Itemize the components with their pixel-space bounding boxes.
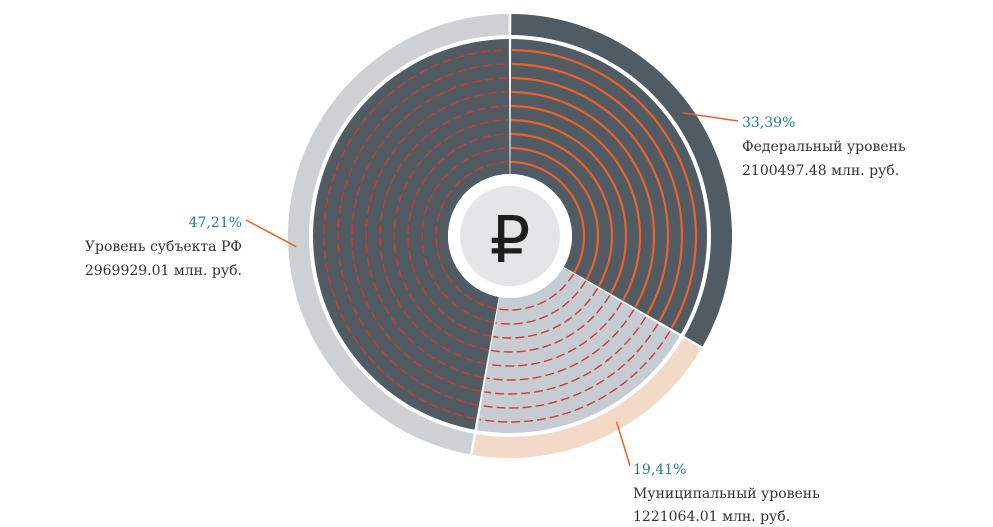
slice-stripe [511, 132, 614, 287]
federal-percent-label: 33,39% [742, 115, 795, 131]
municipal-value-label: 1221064.01 млн. руб. [633, 509, 790, 525]
slice-stripe [481, 323, 659, 409]
slice-stripe [511, 90, 656, 308]
leader-line-regional [245, 219, 297, 248]
slice-stripe [393, 119, 509, 351]
slice-stripe [510, 160, 586, 274]
slice-stripe [379, 105, 509, 365]
slice-stripe [512, 48, 698, 329]
slice-stripe [493, 287, 599, 339]
slice-federal [510, 14, 732, 347]
center-badge: ₽ [448, 174, 572, 298]
leader-line-municipal [615, 421, 631, 467]
slice-stripe [435, 161, 510, 310]
leader-line-federal [682, 112, 739, 122]
slice-body-federal [510, 39, 707, 335]
slice-body-regional [313, 39, 510, 430]
regional-value-label: 2969929.01 млн. руб. [85, 263, 242, 279]
regional-name-label: Уровень субъекта РФ [85, 239, 242, 255]
label-federal: 33,39% Федеральный уровень 2100497.48 мл… [742, 115, 906, 179]
slice-stripe [323, 49, 508, 420]
slice-stripe [511, 62, 684, 322]
municipal-name-label: Муниципальный уровень [633, 486, 820, 502]
pie-slices [288, 14, 732, 458]
slice-stripe [486, 309, 635, 381]
slice-stripe [510, 146, 600, 280]
federal-value-label: 2100497.48 млн. руб. [742, 163, 899, 179]
slice-regional [288, 14, 510, 455]
slice-labels: 33,39% Федеральный уровень 2100497.48 мл… [85, 112, 906, 525]
slice-municipal [472, 267, 702, 458]
slice-outer-band-federal [511, 14, 732, 347]
slice-stripe [365, 91, 509, 379]
slice-stripe [337, 63, 509, 406]
slice-stripe [488, 302, 623, 367]
center-disc [460, 186, 560, 286]
slice-outer-band-municipal [472, 338, 702, 458]
slice-stripe [497, 273, 575, 311]
ruble-icon: ₽ [490, 204, 531, 278]
slice-stripe [479, 330, 671, 423]
label-regional: 47,21% Уровень субъекта РФ 2969929.01 мл… [85, 215, 242, 279]
slice-stripe [511, 118, 628, 294]
slice-body-municipal [476, 267, 680, 433]
slice-stripe [483, 316, 647, 395]
regional-percent-label: 47,21% [189, 215, 242, 231]
slice-stripe [407, 133, 509, 337]
slice-stripe [490, 295, 611, 353]
federal-name-label: Федеральный уровень [742, 139, 906, 155]
slice-stripe [511, 76, 670, 315]
slice-stripe [351, 77, 509, 392]
label-municipal: 19,41% Муниципальный уровень 1221064.01 … [633, 462, 820, 525]
municipal-percent-label: 19,41% [633, 462, 686, 478]
slice-stripe [511, 104, 642, 301]
slice-stripe [495, 280, 587, 325]
